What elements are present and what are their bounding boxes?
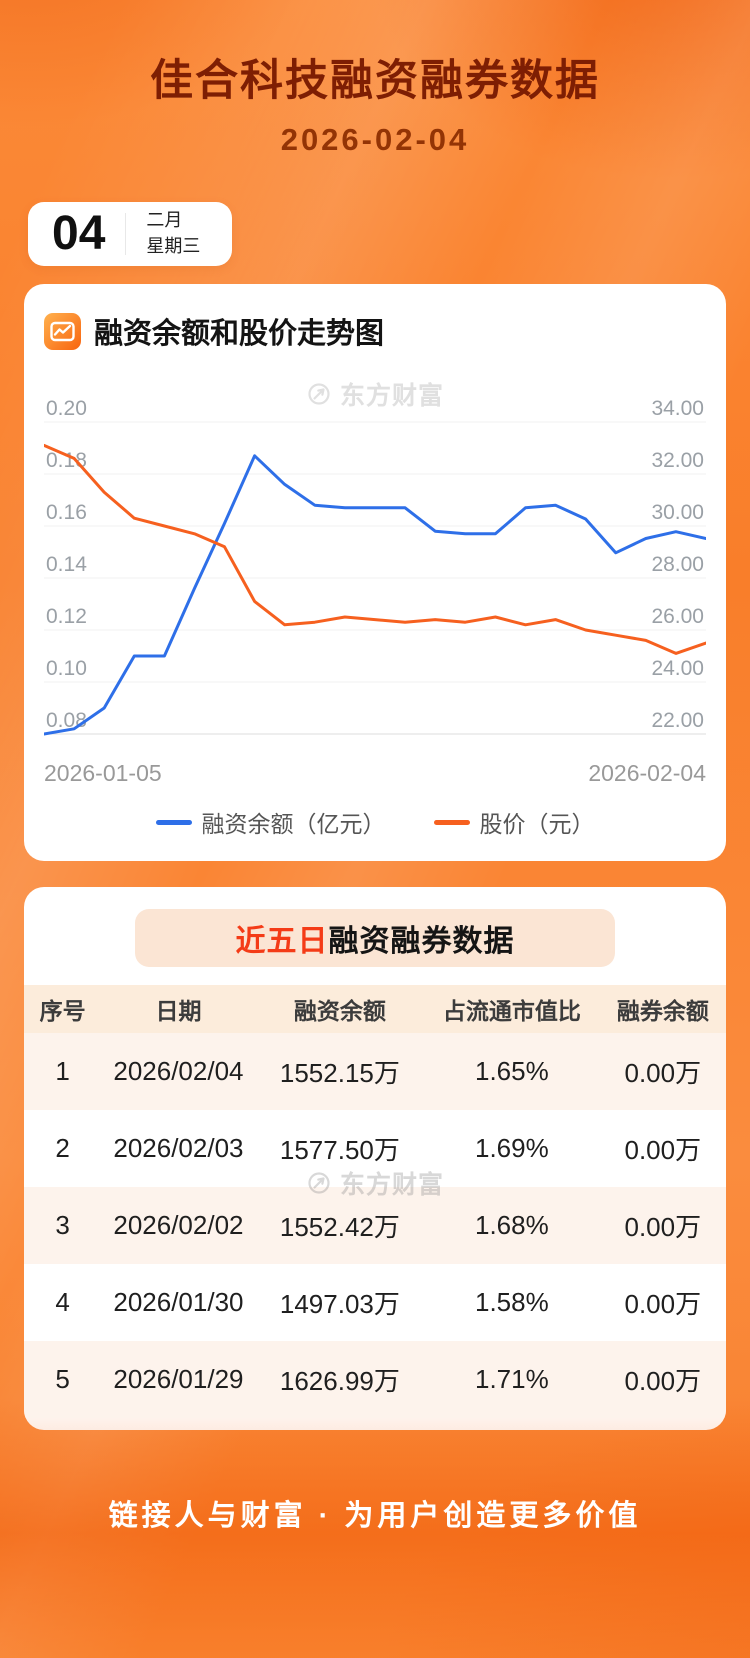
svg-text:24.00: 24.00 [651,657,704,680]
table-section-title: 近五日 融资融券数据 [135,909,615,967]
col-header-margin-balance: 融资余额 [255,985,425,1033]
table-cell: 1497.03万 [279,1289,400,1319]
table-cell: 1.69% [475,1133,549,1163]
x-axis-end-label: 2026-02-04 [588,760,706,786]
table-row: 2 2026/02/03 1577.50万 1.69% 0.00万 [24,1110,726,1187]
trend-chart: 0.20 34.00 0.18 32.00 0.16 30.00 0.14 28.00 0.12… [44,397,706,736]
chart-section-title: 融资余额和股价走势图 [94,318,385,350]
svg-text:34.00: 34.00 [651,397,704,420]
table-cell: 1577.50万 [279,1135,400,1165]
legend-label: 融资余额（亿元） [201,811,386,837]
table-header-row: 序号 日期 融资余额 占流通市值比 融券余额 [24,985,726,1033]
table-cell: 1.68% [475,1210,549,1240]
table-cell: 0.00万 [624,1212,702,1242]
table-cell: 1552.42万 [279,1212,400,1242]
chart-card: 融资余额和股价走势图 东方财富 0.20 34.00 0.18 32.00 0.16 30… [24,284,726,861]
calendar-month: 二月 [146,210,183,231]
svg-text:0.08: 0.08 [46,709,87,732]
legend-swatch [433,819,470,825]
table-row: 5 2026/01/29 1626.99万 1.71% 0.00万 [24,1341,726,1418]
table-cell: 1.71% [475,1364,549,1394]
svg-text:32.00: 32.00 [651,449,704,472]
table-cell: 1626.99万 [279,1366,400,1396]
legend-item: 股价（元） [433,805,595,839]
table-row: 4 2026/01/30 1497.03万 1.58% 0.00万 [24,1264,726,1341]
trend-chart-icon [44,312,81,350]
col-header-date: 日期 [101,985,256,1033]
table-cell: 1552.15万 [279,1058,400,1088]
svg-text:0.18: 0.18 [46,449,87,472]
calendar-weekday: 星期三 [146,236,201,256]
svg-text:28.00: 28.00 [651,553,704,576]
table-cell: 4 [55,1287,70,1317]
svg-text:30.00: 30.00 [651,501,704,524]
legend-label: 股价（元） [479,811,595,837]
table-cell: 0.00万 [624,1366,702,1396]
svg-text:26.00: 26.00 [651,605,704,628]
x-axis-start-label: 2026-01-05 [44,760,162,786]
table-cell: 1 [55,1056,70,1086]
svg-text:0.16: 0.16 [46,501,87,524]
col-header-market-cap-ratio: 占流通市值比 [424,985,600,1033]
calendar-day: 04 [52,207,106,260]
table-cell: 0.00万 [624,1058,702,1088]
footer-slogan: 链接人与财富 · 为用户创造更多价值 [108,1500,642,1532]
table-cell: 5 [55,1364,70,1394]
table-cell: 0.00万 [624,1135,702,1165]
table-cell: 1.58% [475,1287,549,1317]
table-cell: 2 [55,1133,70,1163]
margin-data-table: 序号 日期 融资余额 占流通市值比 融券余额 1 2026/02/04 1552.1… [24,985,726,1418]
x-axis-labels: 2026-01-05 2026-02-04 [44,760,706,787]
table-cell: 0.00万 [624,1289,702,1319]
table-cell: 2026/02/03 [113,1133,244,1163]
table-cell: 2026/01/29 [113,1364,244,1394]
table-row: 3 2026/02/02 1552.42万 1.68% 0.00万 [24,1187,726,1264]
col-header-short-balance: 融券余额 [599,985,726,1033]
footer: 链接人与财富 · 为用户创造更多价值 [0,1398,750,1658]
legend-item: 融资余额（亿元） [155,805,386,839]
calendar-divider [125,213,127,255]
table-cell: 2026/01/30 [113,1287,244,1317]
chart-card-header: 融资余额和股价走势图 [44,310,706,352]
legend-swatch [155,819,192,825]
svg-text:22.00: 22.00 [651,709,704,732]
col-header-index: 序号 [24,985,102,1033]
svg-text:0.14: 0.14 [46,553,87,576]
chart-legend: 融资余额（亿元） 股价（元） [44,805,706,839]
page-title: 佳合科技融资融券数据 [150,57,600,105]
svg-text:0.10: 0.10 [46,657,87,680]
table-cell: 3 [55,1210,70,1240]
table-title-rest: 融资融券数据 [328,925,515,958]
table-title-highlight: 近五日 [235,925,329,958]
table-cell: 2026/02/04 [113,1056,244,1086]
header-date: 2026-02-04 [280,122,470,157]
svg-text:0.20: 0.20 [46,397,87,420]
table-cell: 2026/02/02 [113,1210,244,1240]
table-cell: 1.65% [475,1056,549,1086]
svg-text:0.12: 0.12 [46,605,87,628]
calendar-meta: 二月 星期三 [146,210,200,257]
table-row: 1 2026/02/04 1552.15万 1.65% 0.00万 [24,1033,726,1110]
table-card: 近五日 融资融券数据 序号 日期 融资余额 占流通市值比 融券余额 1 2026/0… [24,887,726,1430]
calendar-badge: 04 二月 星期三 [28,202,233,266]
